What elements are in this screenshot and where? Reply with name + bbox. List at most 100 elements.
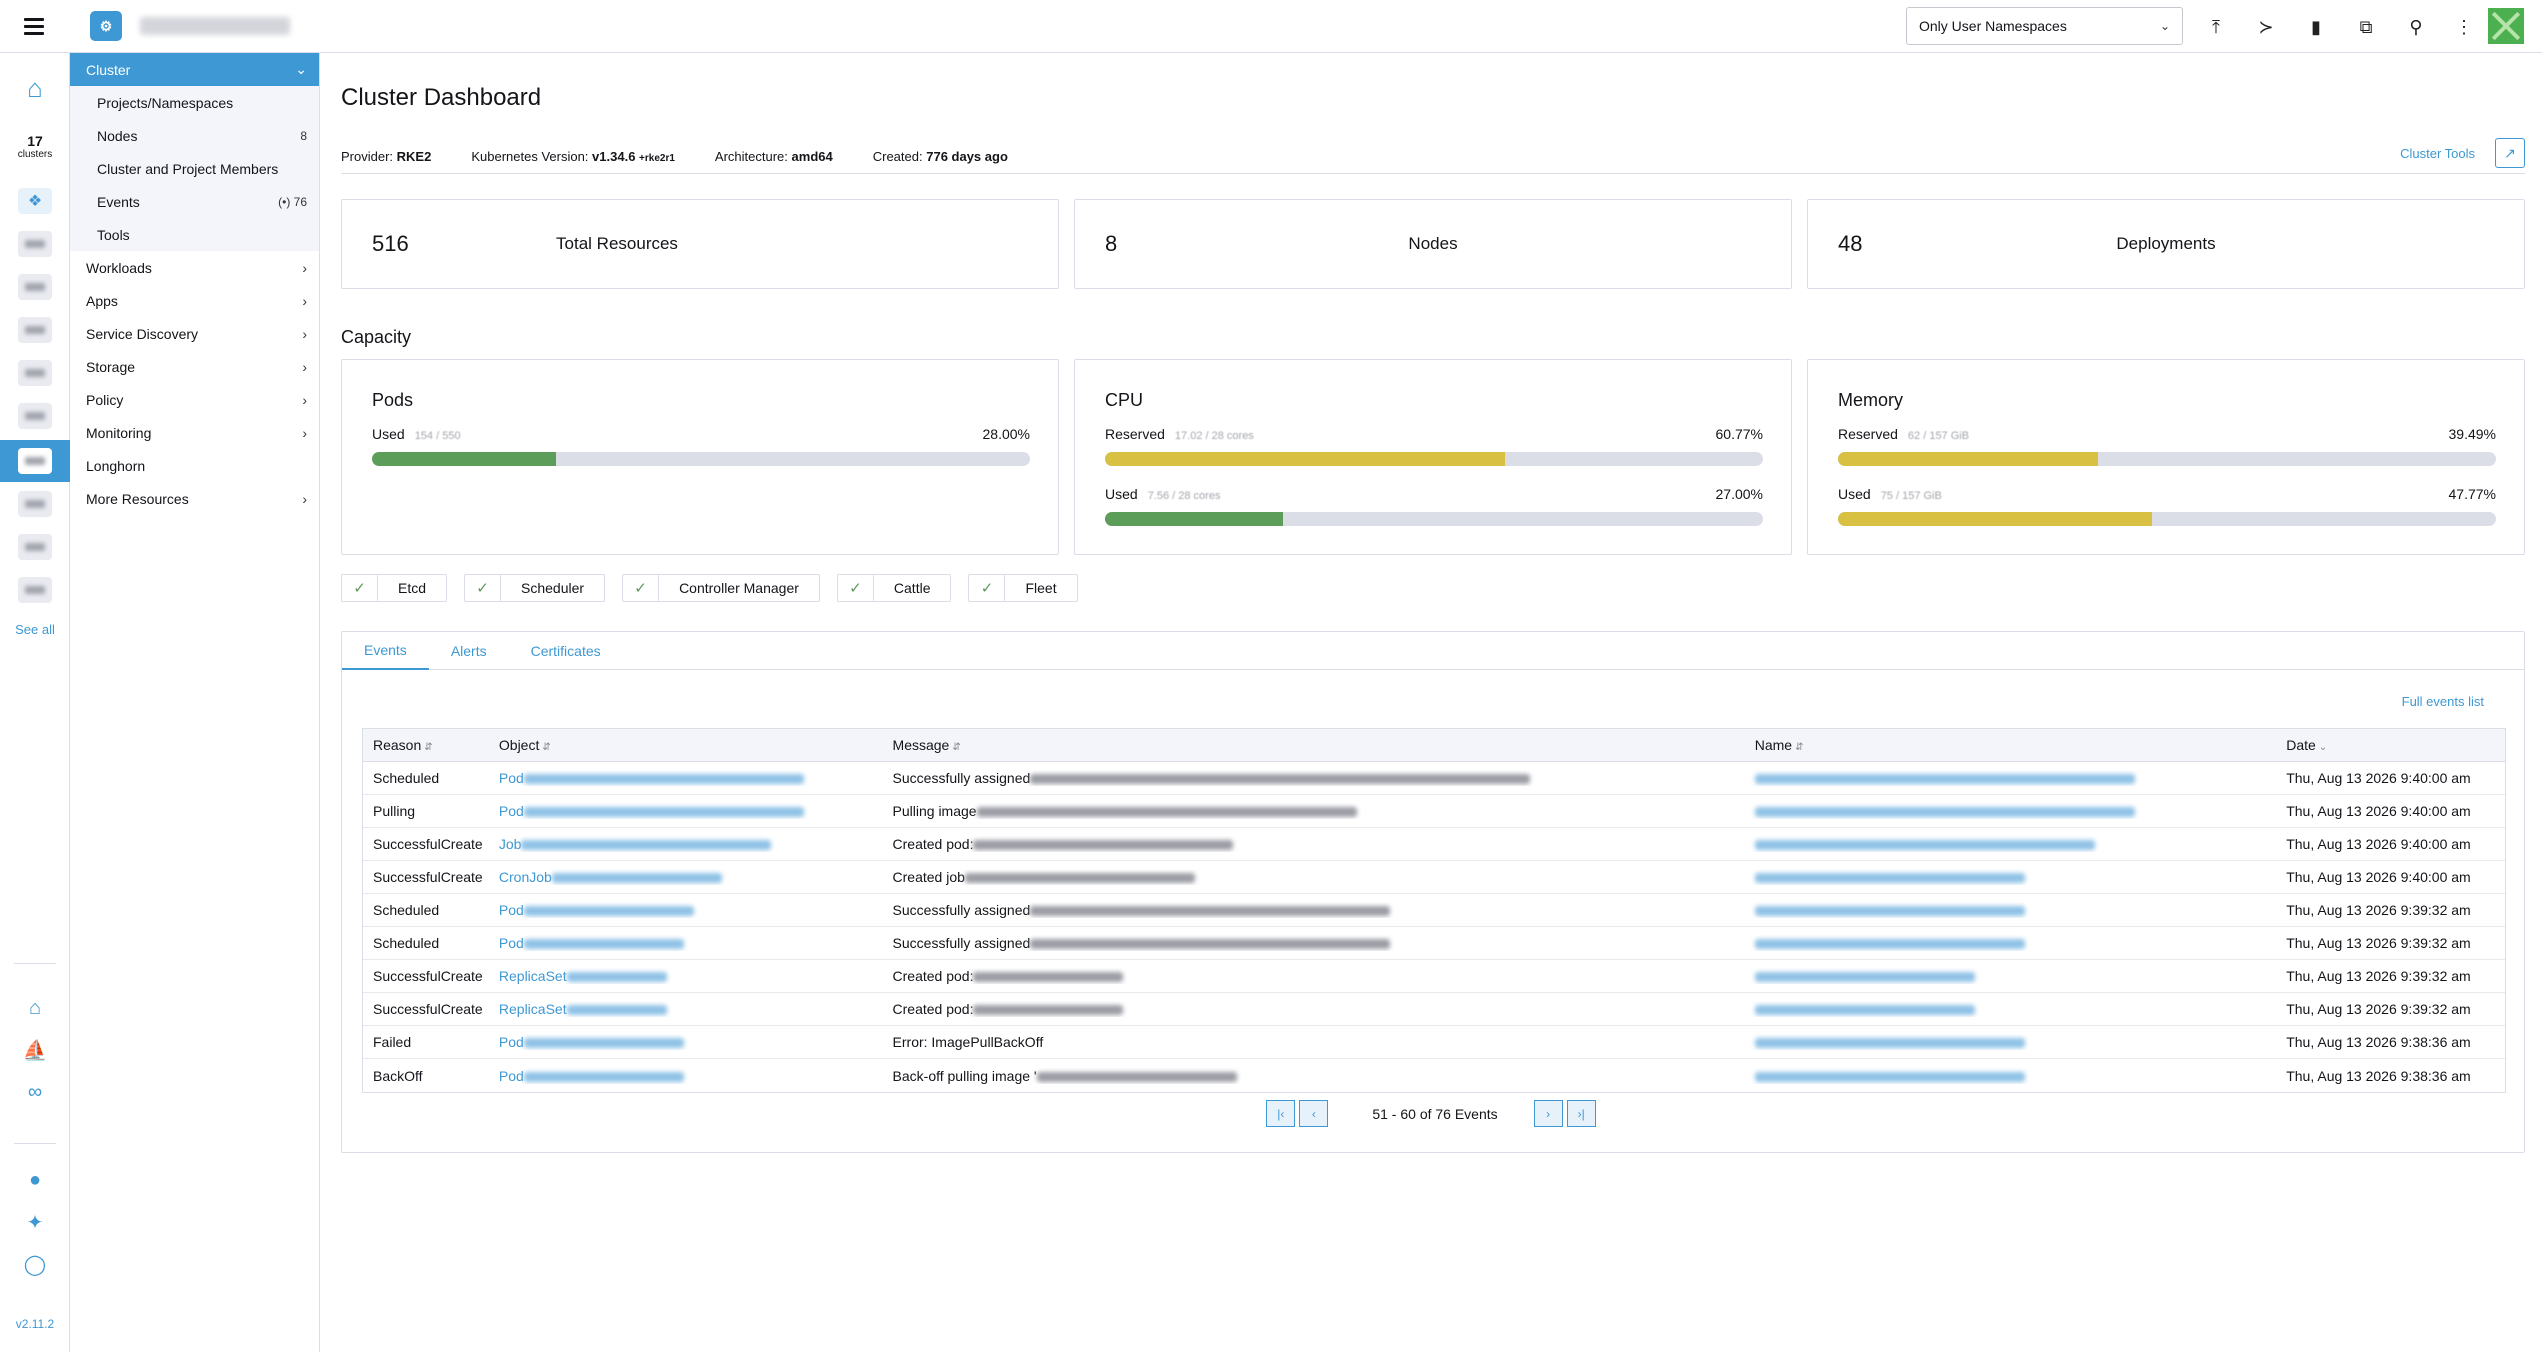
prev-page-button[interactable]: ‹ xyxy=(1299,1100,1329,1127)
object-link[interactable]: Pod xyxy=(498,1067,524,1084)
object-link[interactable]: ReplicaSet xyxy=(498,1001,567,1017)
object-link[interactable]: Pod xyxy=(498,770,524,786)
cell-object[interactable]: Pod xyxy=(489,902,883,918)
more-icon[interactable]: ⋮ xyxy=(2455,16,2473,37)
rail-cluster[interactable] xyxy=(0,223,70,265)
upload-icon[interactable]: ⤒ xyxy=(2212,16,2220,37)
nav-item-monitoring[interactable]: Monitoring › xyxy=(70,416,319,449)
nav-item-service-discovery[interactable]: Service Discovery › xyxy=(70,317,319,350)
nav-item-projects-namespaces[interactable]: Projects/Namespaces xyxy=(70,86,319,119)
object-link[interactable]: CronJob xyxy=(498,869,552,885)
cell-name[interactable] xyxy=(1745,1034,2277,1050)
cell-date: Thu, Aug 13 2026 9:40:00 am xyxy=(2286,803,2471,819)
tab-certificates[interactable]: Certificates xyxy=(530,643,601,659)
first-page-button[interactable]: |‹ xyxy=(1266,1100,1296,1127)
fleet-sail-icon[interactable]: ⛵ xyxy=(22,1039,48,1062)
rail-cluster-local[interactable]: ❖ xyxy=(0,180,70,222)
nav-item-events[interactable]: Events (•) 76 xyxy=(70,185,319,218)
nav-item-workloads[interactable]: Workloads › xyxy=(70,251,319,284)
column-header-reason[interactable]: Reason ⇵ xyxy=(363,737,489,753)
rail-cluster[interactable] xyxy=(0,266,70,308)
last-page-button[interactable]: ›| xyxy=(1566,1100,1596,1127)
cell-object[interactable]: Job xyxy=(489,836,883,852)
header-label: Message xyxy=(892,737,950,753)
object-link[interactable]: Pod xyxy=(498,902,524,918)
object-link[interactable]: ReplicaSet xyxy=(498,968,567,984)
cell-object[interactable]: Pod xyxy=(489,770,883,786)
count-value: 48 xyxy=(1838,231,1863,256)
cell-name[interactable] xyxy=(1745,1068,2277,1084)
column-header-name[interactable]: Name ⇵ xyxy=(1745,737,2277,753)
cell-name[interactable] xyxy=(1745,968,2277,984)
object-link[interactable]: Pod xyxy=(498,803,524,819)
object-link[interactable]: Pod xyxy=(498,935,524,951)
menu-icon[interactable] xyxy=(20,14,48,38)
file-icon[interactable]: ▮ xyxy=(2311,16,2321,37)
search-icon[interactable]: ⚲ xyxy=(2409,16,2423,37)
terminal-icon[interactable]: ≻ xyxy=(2258,16,2274,37)
cell-name[interactable] xyxy=(1745,1001,2277,1017)
cell-date: Thu, Aug 13 2026 9:39:32 am xyxy=(2286,968,2471,984)
nav-item-more-resources[interactable]: More Resources › xyxy=(70,482,319,515)
cell-name[interactable] xyxy=(1745,935,2277,951)
version-label[interactable]: v2.11.2 xyxy=(15,1317,55,1331)
nav-item-storage[interactable]: Storage › xyxy=(70,350,319,383)
pin-icon[interactable]: ↗ xyxy=(2495,138,2525,168)
user-icon[interactable]: ● xyxy=(28,1168,42,1191)
divider xyxy=(341,173,2525,174)
tab-alerts[interactable]: Alerts xyxy=(450,643,487,659)
cell-object[interactable]: Pod xyxy=(489,1034,883,1050)
extensions-home-icon[interactable]: ⌂ xyxy=(28,996,42,1019)
nav-item-tools[interactable]: Tools xyxy=(70,218,319,251)
cell-name[interactable] xyxy=(1745,803,2277,819)
rail-cluster[interactable] xyxy=(0,526,70,568)
full-events-list-link[interactable]: Full events list xyxy=(2401,694,2484,709)
rail-cluster[interactable] xyxy=(0,309,70,351)
object-link[interactable]: Pod xyxy=(498,1034,524,1050)
user-avatar[interactable] xyxy=(2488,8,2524,44)
count-card-deployments[interactable]: 48 Deployments xyxy=(1807,199,2525,289)
column-header-object[interactable]: Object ⇵ xyxy=(489,737,883,753)
globe-icon[interactable]: ◯ xyxy=(23,1253,47,1276)
cluster-tools-link[interactable]: Cluster Tools xyxy=(2400,146,2475,161)
tab-events[interactable]: Events xyxy=(342,632,429,670)
cell-object[interactable]: CronJob xyxy=(489,869,883,885)
rail-cluster[interactable] xyxy=(0,395,70,437)
next-page-button[interactable]: › xyxy=(1533,1100,1563,1127)
nav-item-policy[interactable]: Policy › xyxy=(70,383,319,416)
rail-cluster[interactable] xyxy=(0,483,70,525)
count-card-total-resources[interactable]: 516 Total Resources xyxy=(341,199,1059,289)
component-fleet: ✓ Fleet xyxy=(968,574,1078,602)
cell-object[interactable]: ReplicaSet xyxy=(489,1001,883,1017)
cell-object[interactable]: ReplicaSet xyxy=(489,968,883,984)
namespace-filter-select[interactable]: Only User Namespaces ⌄ xyxy=(1906,7,2183,45)
sort-icon: ⇵ xyxy=(952,742,961,753)
cell-name[interactable] xyxy=(1745,869,2277,885)
virtualization-icon[interactable]: ∞ xyxy=(27,1080,43,1103)
cell-name[interactable] xyxy=(1745,836,2277,852)
tab-bar: Events Alerts Certificates xyxy=(342,632,2524,670)
rail-cluster[interactable] xyxy=(0,569,70,611)
column-header-date[interactable]: Date ⌄ xyxy=(2276,737,2505,753)
count-card-nodes[interactable]: 8 Nodes xyxy=(1074,199,1792,289)
nav-group-cluster[interactable]: Cluster ⌄ xyxy=(70,53,319,86)
see-all-link[interactable]: See all xyxy=(15,621,55,637)
cell-reason: Failed xyxy=(373,1034,412,1050)
nav-item-nodes[interactable]: Nodes 8 xyxy=(70,119,319,152)
rail-cluster[interactable] xyxy=(0,352,70,394)
cell-object[interactable]: Pod xyxy=(489,803,883,819)
column-header-message[interactable]: Message ⇵ xyxy=(883,737,1745,753)
nav-item-apps[interactable]: Apps › xyxy=(70,284,319,317)
rail-cluster-active[interactable] xyxy=(0,440,70,482)
cell-name[interactable] xyxy=(1745,902,2277,918)
extensions-puzzle-icon[interactable]: ✦ xyxy=(26,1211,44,1234)
cell-name[interactable] xyxy=(1745,770,2277,786)
home-icon[interactable]: ⌂ xyxy=(27,72,43,103)
object-link[interactable]: Job xyxy=(498,836,522,852)
copy-icon[interactable]: ⧉ xyxy=(2359,16,2373,37)
nav-item-members[interactable]: Cluster and Project Members xyxy=(70,152,319,185)
cell-object[interactable]: Pod xyxy=(489,935,883,951)
cell-date: Thu, Aug 13 2026 9:38:36 am xyxy=(2286,1034,2471,1050)
nav-item-longhorn[interactable]: Longhorn xyxy=(70,449,319,482)
cell-object[interactable]: Pod xyxy=(489,1068,883,1084)
